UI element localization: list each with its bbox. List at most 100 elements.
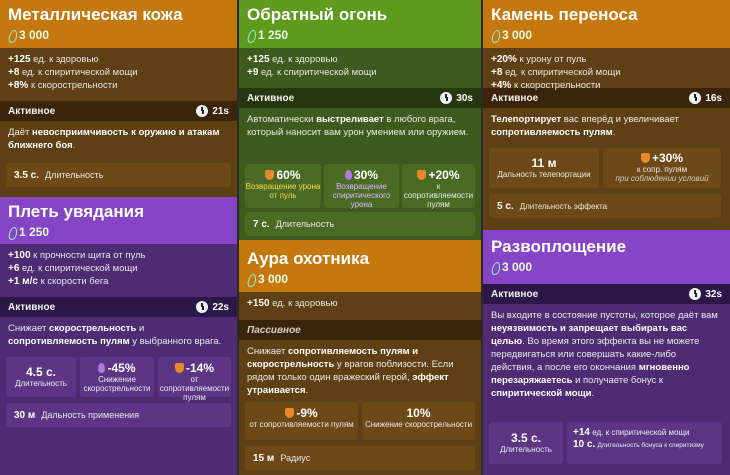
active-bar: Активное 30s <box>239 88 481 108</box>
stat-line: +1 м/с к скорости бега <box>8 276 109 287</box>
stat-line: +8% к скорострельности <box>8 80 118 91</box>
souls-icon <box>8 30 16 41</box>
souls-icon <box>491 262 499 273</box>
stat-line: +20% к урону от пуль <box>491 54 587 65</box>
resist-box: -14% от сопротивляемости пулям <box>158 357 231 402</box>
shield-icon <box>417 170 427 180</box>
stats-list: +100 к прочности щита от пуль +6 ед. к с… <box>0 244 237 297</box>
card-header: Развоплощение 3 000 <box>483 230 730 284</box>
duration-box: 3.5 с. Длительность <box>489 422 563 464</box>
card-title: Аура охотника <box>247 249 370 268</box>
card-header: Обратный огонь 1 250 <box>239 0 481 48</box>
card-title: Обратный огонь <box>247 5 388 24</box>
souls-icon <box>247 274 255 285</box>
description: Телепортирует вас вперёд и увеличивает с… <box>483 108 730 230</box>
fire-rate-box: 10% Снижение скорострельности <box>362 402 475 440</box>
cost: 3 000 <box>491 258 722 276</box>
active-bar: Активное 22s <box>0 297 237 317</box>
description: Снижает скорострельность и сопротивляемо… <box>0 317 237 475</box>
description: Снижает сопротивляемость пулям и скорост… <box>239 340 481 475</box>
card-title: Плеть увядания <box>8 202 145 221</box>
resist-box: +20% к сопротивляемости пулям <box>402 164 475 209</box>
range-box: 11 м Дальность телепортации <box>489 148 599 188</box>
card-header: Камень переноса 3 000 <box>483 0 730 48</box>
shield-icon <box>640 153 650 163</box>
passive-label: Пассивное <box>247 324 301 336</box>
spirit-return-box: 30% Возвращение спиритического урона <box>324 164 399 209</box>
resist-box: -9% от сопротивляемости пулям <box>245 402 358 440</box>
card-warp-stone[interactable]: Камень переноса 3 000 +20% к урону от пу… <box>483 0 730 230</box>
cost: 3 000 <box>8 26 229 44</box>
stat-line: +6 ед. к спиритической мощи <box>8 263 138 274</box>
active-label: Активное <box>491 92 539 104</box>
stat-line: +9 ед. к спиритической мощи <box>247 67 377 78</box>
fire-rate-box: -45% Снижение скорострельности <box>80 357 154 397</box>
cost-value: 1 250 <box>19 225 50 239</box>
cost-value: 1 250 <box>258 28 289 42</box>
spirit-icon <box>98 363 106 373</box>
cost: 3 000 <box>247 270 473 288</box>
card-metal-skin[interactable]: Металлическая кожа 3 000 +125 ед. к здор… <box>0 0 237 197</box>
stat-line: +125 ед. к здоровью <box>8 54 99 65</box>
spirit-icon <box>344 170 352 180</box>
cost: 1 250 <box>247 26 473 44</box>
clock-icon <box>440 92 453 104</box>
cooldown: 30s <box>440 92 473 104</box>
card-ethereal-shift[interactable]: Развоплощение 3 000 Активное 32s Вы вход… <box>483 230 730 475</box>
passive-bar: Пассивное <box>239 320 481 340</box>
stats-list: +125 ед. к здоровью +9 ед. к спиритическ… <box>239 48 481 88</box>
bonus-box: +14 ед. к спиритической мощи 10 с. Длите… <box>567 422 722 464</box>
stats-list: +125 ед. к здоровью +8 ед. к спиритическ… <box>0 48 237 101</box>
bullet-return-box: 60% Возвращение урона от пуль <box>245 164 321 208</box>
description: Даёт невосприимчивость к оружию и атакам… <box>0 121 237 197</box>
active-bar: Активное 32s <box>483 284 730 304</box>
card-title: Металлическая кожа <box>8 5 183 24</box>
stat-line: +100 к прочности щита от пуль <box>8 250 146 261</box>
card-title: Камень переноса <box>491 5 638 24</box>
description: Автоматически выстреливает в любого враг… <box>239 108 481 240</box>
clock-icon <box>196 301 209 313</box>
card-hunters-aura[interactable]: Аура охотника 3 000 +150 ед. к здоровью … <box>239 240 481 475</box>
range-row: 30 м Дальность применения <box>6 403 231 427</box>
active-bar: Активное 21s <box>0 101 237 121</box>
cooldown: 16s <box>689 92 722 104</box>
cost: 3 000 <box>491 26 722 44</box>
stats-list: +150 ед. к здоровью <box>239 292 481 320</box>
bullet-icon <box>265 170 275 180</box>
card-return-fire[interactable]: Обратный огонь 1 250 +125 ед. к здоровью… <box>239 0 481 240</box>
resist-box: +30% к сопр. пулям при соблюдении услови… <box>603 148 721 188</box>
stats-list: +20% к урону от пуль +8 ед. к спиритичес… <box>483 48 730 91</box>
duration-row: 3.5 с. Длительность <box>6 163 231 187</box>
radius-row: 15 м Радиус <box>245 446 475 470</box>
cost-value: 3 000 <box>502 260 533 274</box>
card-header: Плеть увядания 1 250 <box>0 197 237 244</box>
souls-icon <box>247 30 255 41</box>
active-label: Активное <box>8 105 56 117</box>
clock-icon <box>196 105 209 117</box>
card-withering-whip[interactable]: Плеть увядания 1 250 +100 к прочности щи… <box>0 197 237 475</box>
description: Вы входите в состояние пустоты, которое … <box>483 304 730 475</box>
cooldown: 22s <box>196 301 229 313</box>
stat-line: +125 ед. к здоровью <box>247 54 338 65</box>
card-header: Металлическая кожа 3 000 <box>0 0 237 48</box>
clock-icon <box>689 288 702 300</box>
cooldown: 32s <box>689 288 722 300</box>
clock-icon <box>689 92 702 104</box>
cost-value: 3 000 <box>19 28 50 42</box>
stat-line: +8 ед. к спиритической мощи <box>8 67 138 78</box>
souls-icon <box>491 30 499 41</box>
cost: 1 250 <box>8 223 229 241</box>
duration-row: 7 с. Длительность <box>245 212 475 236</box>
active-label: Активное <box>8 301 56 313</box>
card-header: Аура охотника 3 000 <box>239 240 481 292</box>
cost-value: 3 000 <box>258 272 289 286</box>
cost-value: 3 000 <box>502 28 533 42</box>
stat-line: +8 ед. к спиритической мощи <box>491 67 621 78</box>
stat-line: +150 ед. к здоровью <box>247 298 338 309</box>
card-title: Развоплощение <box>491 237 627 256</box>
shield-icon <box>174 363 184 373</box>
active-bar: Активное 16s <box>483 88 730 108</box>
active-label: Активное <box>247 92 295 104</box>
active-label: Активное <box>491 288 539 300</box>
duration-row: 5 с. Длительность эффекта <box>489 194 721 218</box>
